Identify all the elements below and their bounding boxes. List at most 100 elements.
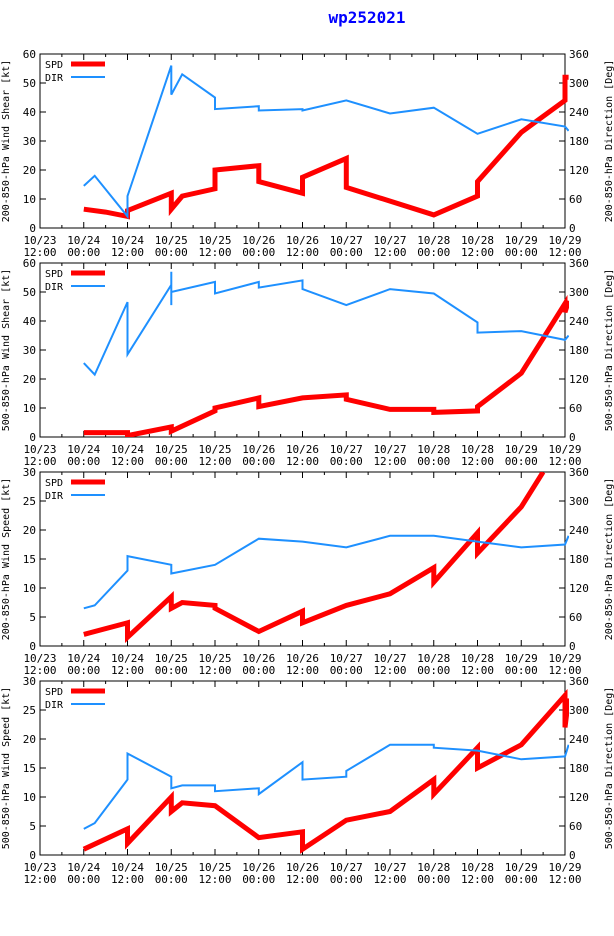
- y2-tick-label: 240: [569, 733, 589, 746]
- x-tick-label: 10/26: [242, 652, 275, 665]
- x-tick-label: 00:00: [505, 873, 538, 886]
- x-tick-label: 00:00: [330, 873, 363, 886]
- x-tick-label: 10/28: [417, 234, 450, 247]
- dir-series-line: [83, 743, 569, 830]
- x-tick-label: 12:00: [198, 246, 231, 259]
- x-tick-label: 10/29: [505, 652, 538, 665]
- y-tick-label: 40: [23, 315, 36, 328]
- y2-tick-label: 120: [569, 373, 589, 386]
- y2-tick-label: 60: [569, 611, 582, 624]
- x-tick-label: 12:00: [198, 664, 231, 677]
- x-tick-label: 10/25: [155, 443, 188, 456]
- x-tick-label: 00:00: [242, 873, 275, 886]
- x-tick-label: 10/29: [505, 443, 538, 456]
- y-tick-label: 20: [23, 164, 36, 177]
- y-axis-label: 500-850-hPa Wind Speed [kt]: [1, 687, 12, 850]
- y2-tick-label: 0: [569, 849, 576, 862]
- y2-tick-label: 0: [569, 640, 576, 653]
- x-tick-label: 10/28: [461, 861, 494, 874]
- figure-title: wp252021: [328, 8, 406, 27]
- x-tick-label: 12:00: [111, 664, 144, 677]
- x-tick-label: 12:00: [461, 873, 494, 886]
- x-tick-label: 10/24: [67, 443, 100, 456]
- x-tick-label: 10/29: [548, 861, 581, 874]
- x-tick-label: 12:00: [373, 873, 406, 886]
- x-tick-label: 00:00: [67, 873, 100, 886]
- y2-tick-label: 60: [569, 402, 582, 415]
- x-tick-label: 10/27: [373, 652, 406, 665]
- x-tick-label: 10/23: [23, 861, 56, 874]
- legend-label-dir: DIR: [45, 73, 64, 84]
- spd-series-line: [83, 74, 569, 220]
- x-tick-label: 10/29: [548, 443, 581, 456]
- x-tick-label: 10/26: [286, 652, 319, 665]
- y2-tick-label: 0: [569, 222, 576, 235]
- x-tick-label: 10/27: [330, 443, 363, 456]
- x-tick-label: 12:00: [198, 455, 231, 468]
- y2-tick-label: 180: [569, 135, 589, 148]
- y2-tick-label: 300: [569, 77, 589, 90]
- x-tick-label: 10/27: [373, 861, 406, 874]
- y-tick-label: 20: [23, 524, 36, 537]
- x-tick-label: 10/27: [373, 234, 406, 247]
- legend-label-spd: SPD: [45, 269, 63, 280]
- y2-tick-label: 60: [569, 820, 582, 833]
- y2-tick-label: 120: [569, 164, 589, 177]
- x-tick-label: 10/26: [242, 234, 275, 247]
- x-tick-label: 10/23: [23, 234, 56, 247]
- x-tick-label: 12:00: [23, 455, 56, 468]
- x-tick-label: 10/28: [461, 234, 494, 247]
- x-tick-label: 12:00: [111, 246, 144, 259]
- x-tick-label: 10/28: [417, 652, 450, 665]
- x-tick-label: 00:00: [67, 664, 100, 677]
- y2-tick-label: 240: [569, 315, 589, 328]
- legend-label-dir: DIR: [45, 491, 64, 502]
- y-tick-label: 15: [23, 762, 36, 775]
- plot-frame: [39, 53, 566, 229]
- y-tick-label: 0: [29, 849, 36, 862]
- x-tick-label: 12:00: [286, 455, 319, 468]
- x-tick-label: 00:00: [505, 664, 538, 677]
- y2-tick-label: 180: [569, 553, 589, 566]
- y-tick-label: 50: [23, 286, 36, 299]
- y2-axis-label: 500-850-hPa Direction [Deg]: [604, 687, 614, 850]
- x-tick-label: 10/26: [242, 443, 275, 456]
- x-tick-label: 10/28: [417, 861, 450, 874]
- x-tick-label: 10/25: [198, 652, 231, 665]
- x-tick-label: 10/25: [198, 443, 231, 456]
- x-tick-label: 00:00: [155, 664, 188, 677]
- dir-series-line: [83, 271, 569, 377]
- legend-label-spd: SPD: [45, 60, 63, 71]
- x-tick-label: 10/24: [111, 443, 144, 456]
- x-tick-label: 00:00: [155, 455, 188, 468]
- x-tick-label: 12:00: [111, 873, 144, 886]
- x-tick-label: 00:00: [242, 246, 275, 259]
- y2-tick-label: 0: [569, 431, 576, 444]
- x-tick-label: 12:00: [23, 873, 56, 886]
- y-axis-label: 500-850-hPa Wind Shear [kt]: [1, 269, 12, 432]
- x-tick-label: 12:00: [286, 246, 319, 259]
- y-tick-label: 25: [23, 495, 36, 508]
- y-tick-label: 30: [23, 135, 36, 148]
- x-tick-label: 10/24: [67, 234, 100, 247]
- legend-label-spd: SPD: [45, 478, 63, 489]
- x-tick-label: 00:00: [242, 664, 275, 677]
- x-tick-label: 12:00: [461, 664, 494, 677]
- x-tick-label: 10/24: [111, 234, 144, 247]
- y2-tick-label: 240: [569, 524, 589, 537]
- x-tick-label: 10/29: [505, 234, 538, 247]
- x-tick-label: 00:00: [155, 246, 188, 259]
- x-tick-label: 10/29: [505, 861, 538, 874]
- x-tick-label: 00:00: [417, 455, 450, 468]
- x-tick-label: 00:00: [67, 246, 100, 259]
- x-tick-label: 00:00: [242, 455, 275, 468]
- x-tick-label: 12:00: [461, 455, 494, 468]
- x-tick-label: 10/24: [67, 652, 100, 665]
- x-tick-label: 00:00: [417, 246, 450, 259]
- y-tick-label: 30: [23, 466, 36, 479]
- x-tick-label: 10/24: [111, 652, 144, 665]
- x-tick-label: 00:00: [505, 246, 538, 259]
- y-tick-label: 5: [29, 611, 36, 624]
- y-tick-label: 20: [23, 373, 36, 386]
